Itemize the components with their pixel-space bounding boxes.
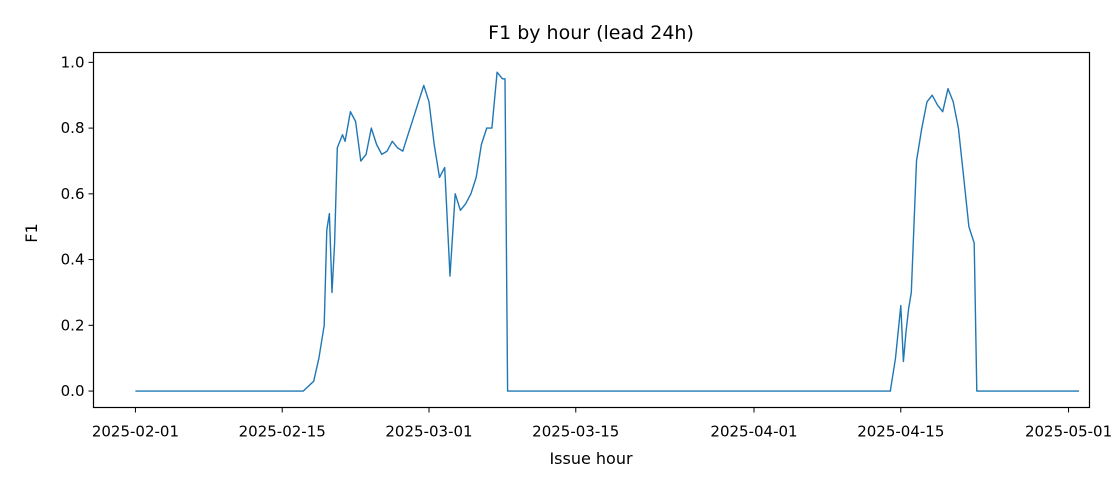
y-tick-label: 0.2 [61, 316, 85, 334]
x-tick-label: 2025-04-15 [857, 423, 944, 441]
y-axis: 0.0 0.2 0.4 0.6 0.8 1.0 [61, 53, 94, 400]
plot-frame [92, 51, 1091, 409]
y-tick-label: 0.6 [61, 185, 85, 203]
x-tick-label: 2025-02-01 [92, 423, 179, 441]
x-tick-label: 2025-03-01 [385, 423, 472, 441]
y-tick-label: 0.0 [61, 382, 85, 400]
x-tick-label: 2025-03-15 [532, 423, 619, 441]
x-tick-label: 2025-05-01 [1025, 423, 1112, 441]
series-line [135, 71, 1079, 392]
chart-title: F1 by hour (lead 24h) [488, 22, 694, 44]
y-axis-label: F1 [22, 223, 41, 242]
x-axis-label: Issue hour [549, 449, 633, 468]
x-axis: 2025-02-01 2025-02-15 2025-03-01 2025-03-15… [92, 407, 1112, 441]
x-tick-label: 2025-02-15 [239, 423, 326, 441]
y-tick-label: 0.4 [61, 251, 85, 269]
y-tick-label: 1.0 [61, 53, 85, 71]
x-tick-label: 2025-04-01 [710, 423, 797, 441]
y-tick-label: 0.8 [61, 119, 85, 137]
